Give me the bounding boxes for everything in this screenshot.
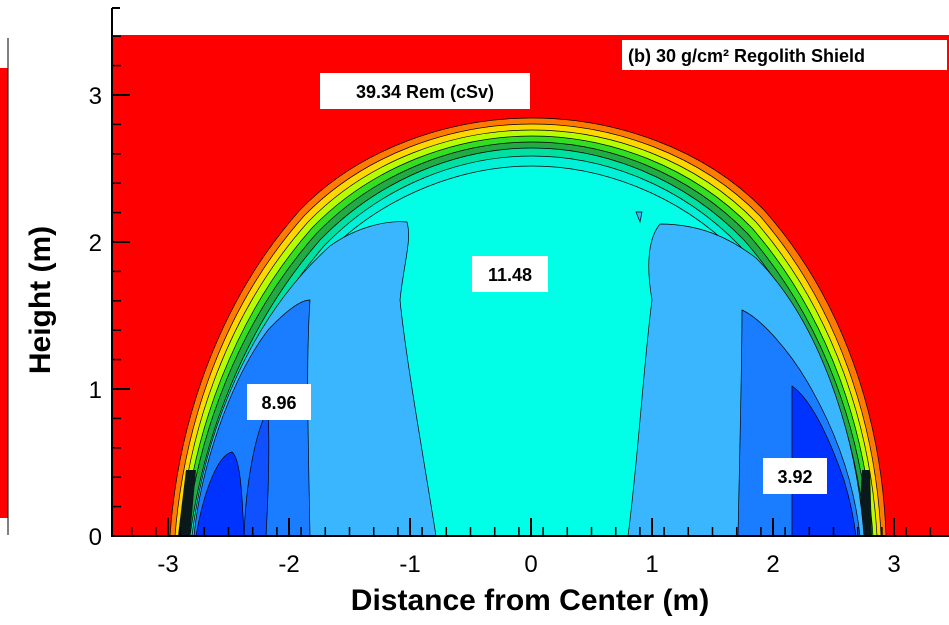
- x-tick-label: 3: [887, 551, 900, 578]
- x-tick-label: -2: [278, 551, 299, 578]
- x-ticks: -3 -2 -1 0 1 2 3: [130, 518, 932, 578]
- x-axis-label: Distance from Center (m): [351, 584, 709, 617]
- dark-streak-left: [178, 470, 196, 536]
- small-notch: [635, 211, 643, 224]
- annotation-3-92: 3.92: [777, 467, 812, 487]
- annotation-11-48: 11.48: [488, 265, 532, 285]
- x-tick-label: 1: [645, 551, 658, 578]
- y-ticks: 0 1 2 3: [89, 35, 130, 551]
- y-tick-label: 0: [89, 524, 102, 551]
- x-tick-label: 2: [766, 551, 779, 578]
- y-axis-label: Height (m): [24, 226, 57, 374]
- annotation-box-8-96: [247, 384, 311, 420]
- chart-title: (b) 30 g/cm² Regolith Shield: [628, 46, 865, 66]
- left-panel-fill: [0, 68, 8, 518]
- annotation-outside-dose: 39.34 Rem (cSv): [356, 82, 494, 102]
- y-tick-label: 2: [89, 230, 102, 257]
- annotation-box-3-92: [763, 458, 827, 494]
- x-tick-label: -3: [157, 551, 178, 578]
- y-tick-label: 3: [89, 83, 102, 110]
- annotation-box-11-48: [472, 256, 548, 292]
- annotation-8-96: 8.96: [261, 393, 296, 413]
- annotation-box-outside: [320, 73, 530, 109]
- x-tick-label: -1: [399, 551, 420, 578]
- x-tick-label: 0: [524, 551, 537, 578]
- title-box: [622, 40, 947, 70]
- y-tick-label: 1: [89, 377, 102, 404]
- left-region-3-92: [195, 451, 245, 537]
